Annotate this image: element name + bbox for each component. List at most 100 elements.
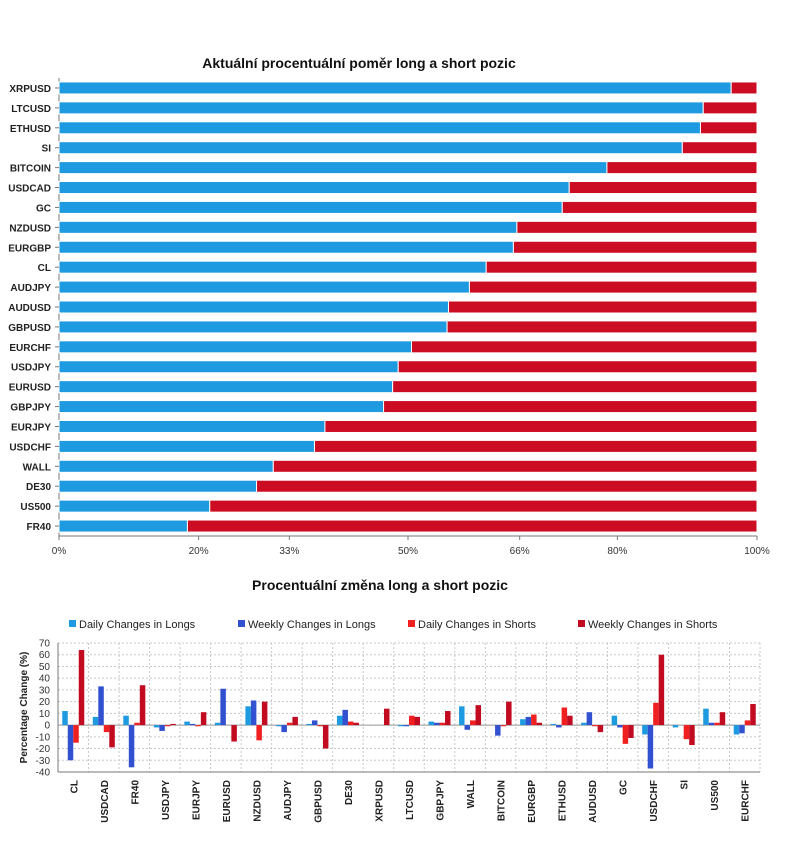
- x-tick-label-gbpjpy: GBPJPY: [436, 780, 447, 821]
- bar-bitcoin-weekly-changes-in-shorts: [506, 702, 512, 725]
- bar-gc-daily-changes-in-longs: [612, 716, 618, 725]
- bar-wall-daily-changes-in-longs: [459, 706, 465, 725]
- y-tick-label-usdcad: USDCAD: [8, 184, 51, 195]
- chart-title-ratio: Aktuální procentuální poměr long a short…: [202, 55, 516, 71]
- bar-si-daily-changes-in-longs: [673, 725, 679, 727]
- bar-wall-long: [59, 460, 273, 472]
- x-tick-label-audusd: AUDUSD: [588, 780, 599, 823]
- bar-de30-daily-changes-in-shorts: [348, 722, 354, 726]
- bar-us500-weekly-changes-in-shorts: [720, 712, 726, 725]
- y-tick-label-si: SI: [42, 144, 52, 155]
- bar-eurchf-weekly-changes-in-shorts: [750, 704, 756, 725]
- y-tick-label-us500: US500: [20, 502, 51, 513]
- bar-nzdusd-daily-changes-in-longs: [245, 706, 251, 725]
- bar-audusd-weekly-changes-in-shorts: [598, 725, 604, 732]
- legend-label-weekly-changes-in-shorts: Weekly Changes in Shorts: [588, 619, 718, 631]
- x-tick-label-ethusd: ETHUSD: [558, 780, 569, 821]
- legend-swatch-daily-changes-in-longs: [69, 620, 76, 627]
- legend-label-daily-changes-in-longs: Daily Changes in Longs: [79, 619, 196, 631]
- bar-usdchf-daily-changes-in-shorts: [653, 703, 659, 725]
- bar-gbpusd-daily-changes-in-longs: [306, 724, 312, 725]
- bar-usdjpy-short: [398, 361, 757, 373]
- bar-ethusd-weekly-changes-in-shorts: [567, 716, 573, 725]
- bar-audusd-daily-changes-in-longs: [581, 723, 587, 725]
- bar-audjpy-daily-changes-in-longs: [276, 725, 282, 726]
- y-tick-label-ltcusd: LTCUSD: [11, 104, 51, 115]
- bar-eurjpy-short: [325, 420, 757, 432]
- bar-eurjpy-weekly-changes-in-longs: [190, 724, 196, 725]
- x-tick-label-usdjpy: USDJPY: [161, 780, 172, 820]
- y-tick-label-usdchf: USDCHF: [9, 442, 51, 453]
- bar-bitcoin-weekly-changes-in-longs: [495, 725, 501, 736]
- bar-ethusd-daily-changes-in-longs: [551, 724, 557, 725]
- bar-eurchf-weekly-changes-in-longs: [739, 725, 745, 733]
- bar-usdchf-long: [59, 440, 314, 452]
- y-tick-label-audusd: AUDUSD: [8, 303, 51, 314]
- y-tick-label-audjpy: AUDJPY: [10, 283, 51, 294]
- bar-gc-short: [562, 201, 757, 213]
- x-tick-label-gbpusd: GBPUSD: [313, 780, 324, 823]
- bar-audusd-short: [448, 301, 757, 313]
- bar-cl-weekly-changes-in-longs: [68, 725, 74, 760]
- bar-eurjpy-daily-changes-in-shorts: [195, 725, 201, 726]
- x-tick-label: 50%: [398, 546, 418, 557]
- bar-usdcad-weekly-changes-in-longs: [98, 686, 104, 725]
- bar-ltcusd-weekly-changes-in-shorts: [415, 717, 421, 725]
- bar-audjpy-daily-changes-in-shorts: [287, 723, 293, 725]
- bar-eurchf-daily-changes-in-longs: [734, 725, 740, 734]
- bar-wall-weekly-changes-in-shorts: [476, 705, 482, 725]
- x-tick-label-us500: US500: [710, 780, 721, 811]
- bar-fr40-daily-changes-in-shorts: [134, 723, 140, 725]
- y-tick-label-usdjpy: USDJPY: [11, 363, 51, 374]
- bar-eurgbp-weekly-changes-in-shorts: [537, 723, 543, 725]
- bar-eurchf-long: [59, 341, 411, 353]
- y-axis-title: Percentage Change (%): [19, 652, 30, 764]
- y-tick-label: -40: [36, 768, 51, 779]
- bar-eurchf-short: [411, 341, 757, 353]
- y-tick-label-xrpusd: XRPUSD: [9, 84, 51, 95]
- bar-nzdusd-short: [517, 221, 757, 233]
- bar-eurusd-long: [59, 381, 393, 393]
- y-tick-label-eurjpy: EURJPY: [11, 422, 51, 433]
- bar-de30-weekly-changes-in-shorts: [353, 723, 359, 725]
- bar-us500-daily-changes-in-longs: [703, 709, 709, 725]
- bar-nzdusd-daily-changes-in-shorts: [256, 725, 262, 740]
- bar-usdjpy-long: [59, 361, 398, 373]
- bar-eurchf-daily-changes-in-shorts: [745, 720, 751, 725]
- bar-nzdusd-weekly-changes-in-shorts: [262, 702, 268, 725]
- bar-audjpy-weekly-changes-in-longs: [281, 725, 287, 732]
- bar-gbpusd-weekly-changes-in-longs: [312, 720, 318, 725]
- bar-audusd-long: [59, 301, 448, 313]
- bar-eurgbp-long: [59, 241, 513, 253]
- bar-wall-daily-changes-in-shorts: [470, 720, 476, 725]
- bar-usdjpy-daily-changes-in-shorts: [165, 725, 171, 726]
- bar-xrpusd-long: [59, 82, 731, 94]
- bar-usdchf-weekly-changes-in-shorts: [659, 655, 665, 725]
- bar-bitcoin-short: [607, 162, 757, 174]
- y-tick-label-bitcoin: BITCOIN: [10, 164, 51, 175]
- y-tick-label-nzdusd: NZDUSD: [9, 223, 51, 234]
- y-tick-label: 10: [39, 709, 51, 720]
- x-tick-label-eurchf: EURCHF: [741, 780, 752, 822]
- y-tick-label-gbpjpy: GBPJPY: [10, 403, 51, 414]
- bar-wall-short: [273, 460, 757, 472]
- bar-eurgbp-daily-changes-in-shorts: [531, 715, 537, 726]
- bar-gbpjpy-short: [384, 401, 757, 413]
- x-tick-label-wall: WALL: [466, 780, 477, 808]
- y-tick-label: 50: [39, 662, 51, 673]
- bar-ethusd-daily-changes-in-shorts: [562, 708, 568, 726]
- y-tick-label: 30: [39, 685, 51, 696]
- bar-gbpjpy-weekly-changes-in-longs: [434, 723, 440, 725]
- x-tick-label: 33%: [279, 546, 299, 557]
- bar-fr40-daily-changes-in-longs: [123, 716, 129, 725]
- bar-de30-weekly-changes-in-longs: [342, 710, 348, 725]
- bar-ltcusd-daily-changes-in-longs: [398, 725, 404, 726]
- legend-label-weekly-changes-in-longs: Weekly Changes in Longs: [248, 619, 376, 631]
- bar-bitcoin-long: [59, 162, 607, 174]
- bar-fr40-weekly-changes-in-shorts: [140, 685, 146, 725]
- bar-eurjpy-weekly-changes-in-shorts: [201, 712, 207, 725]
- bar-usdcad-daily-changes-in-longs: [93, 717, 99, 725]
- bar-usdcad-weekly-changes-in-shorts: [109, 725, 115, 747]
- bar-fr40-weekly-changes-in-longs: [129, 725, 135, 767]
